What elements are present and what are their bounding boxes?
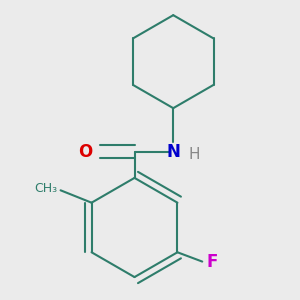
Text: O: O	[78, 142, 93, 160]
Text: F: F	[207, 253, 218, 271]
Text: N: N	[166, 142, 180, 160]
Text: H: H	[189, 147, 200, 162]
Text: CH₃: CH₃	[34, 182, 58, 195]
